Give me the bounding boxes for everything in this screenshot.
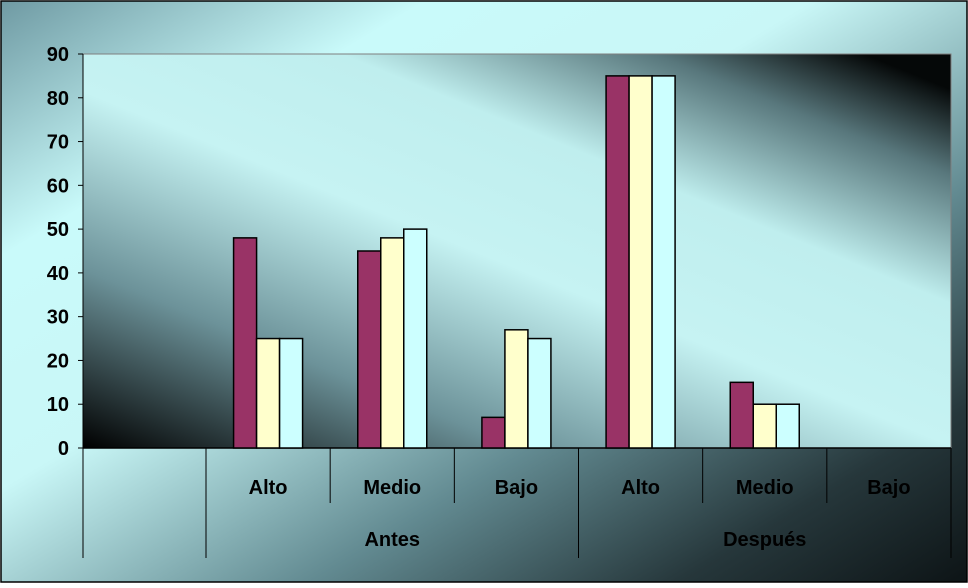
y-tick-label: 30 — [47, 307, 69, 329]
y-tick-label: 60 — [47, 175, 69, 197]
bar — [628, 75, 653, 449]
bar — [775, 403, 800, 449]
bar — [504, 329, 529, 449]
bar — [403, 228, 428, 449]
y-tick-label: 70 — [47, 132, 69, 154]
y-tick-label: 50 — [47, 219, 69, 241]
bar — [605, 75, 630, 449]
category-label: Bajo — [495, 477, 538, 499]
y-tick-label: 0 — [58, 438, 69, 460]
bar — [481, 416, 506, 449]
group-label: Antes — [364, 529, 420, 551]
bar — [232, 237, 258, 449]
group-label: Después — [723, 529, 806, 551]
bar — [752, 403, 777, 449]
y-tick-label: 90 — [47, 44, 69, 66]
bar — [278, 337, 304, 449]
category-label: Alto — [249, 477, 288, 499]
y-tick-label: 20 — [47, 350, 69, 372]
bar — [651, 75, 676, 449]
category-label: Medio — [363, 477, 421, 499]
category-label: Bajo — [867, 477, 910, 499]
category-label: Medio — [736, 477, 794, 499]
y-tick-label: 10 — [47, 394, 69, 416]
bar — [729, 381, 754, 449]
bar — [380, 237, 405, 449]
category-label: Alto — [621, 477, 660, 499]
bar — [255, 337, 281, 449]
y-tick-label: 40 — [47, 263, 69, 285]
bar — [527, 337, 552, 449]
bar — [357, 250, 382, 449]
y-tick-label: 80 — [47, 88, 69, 110]
